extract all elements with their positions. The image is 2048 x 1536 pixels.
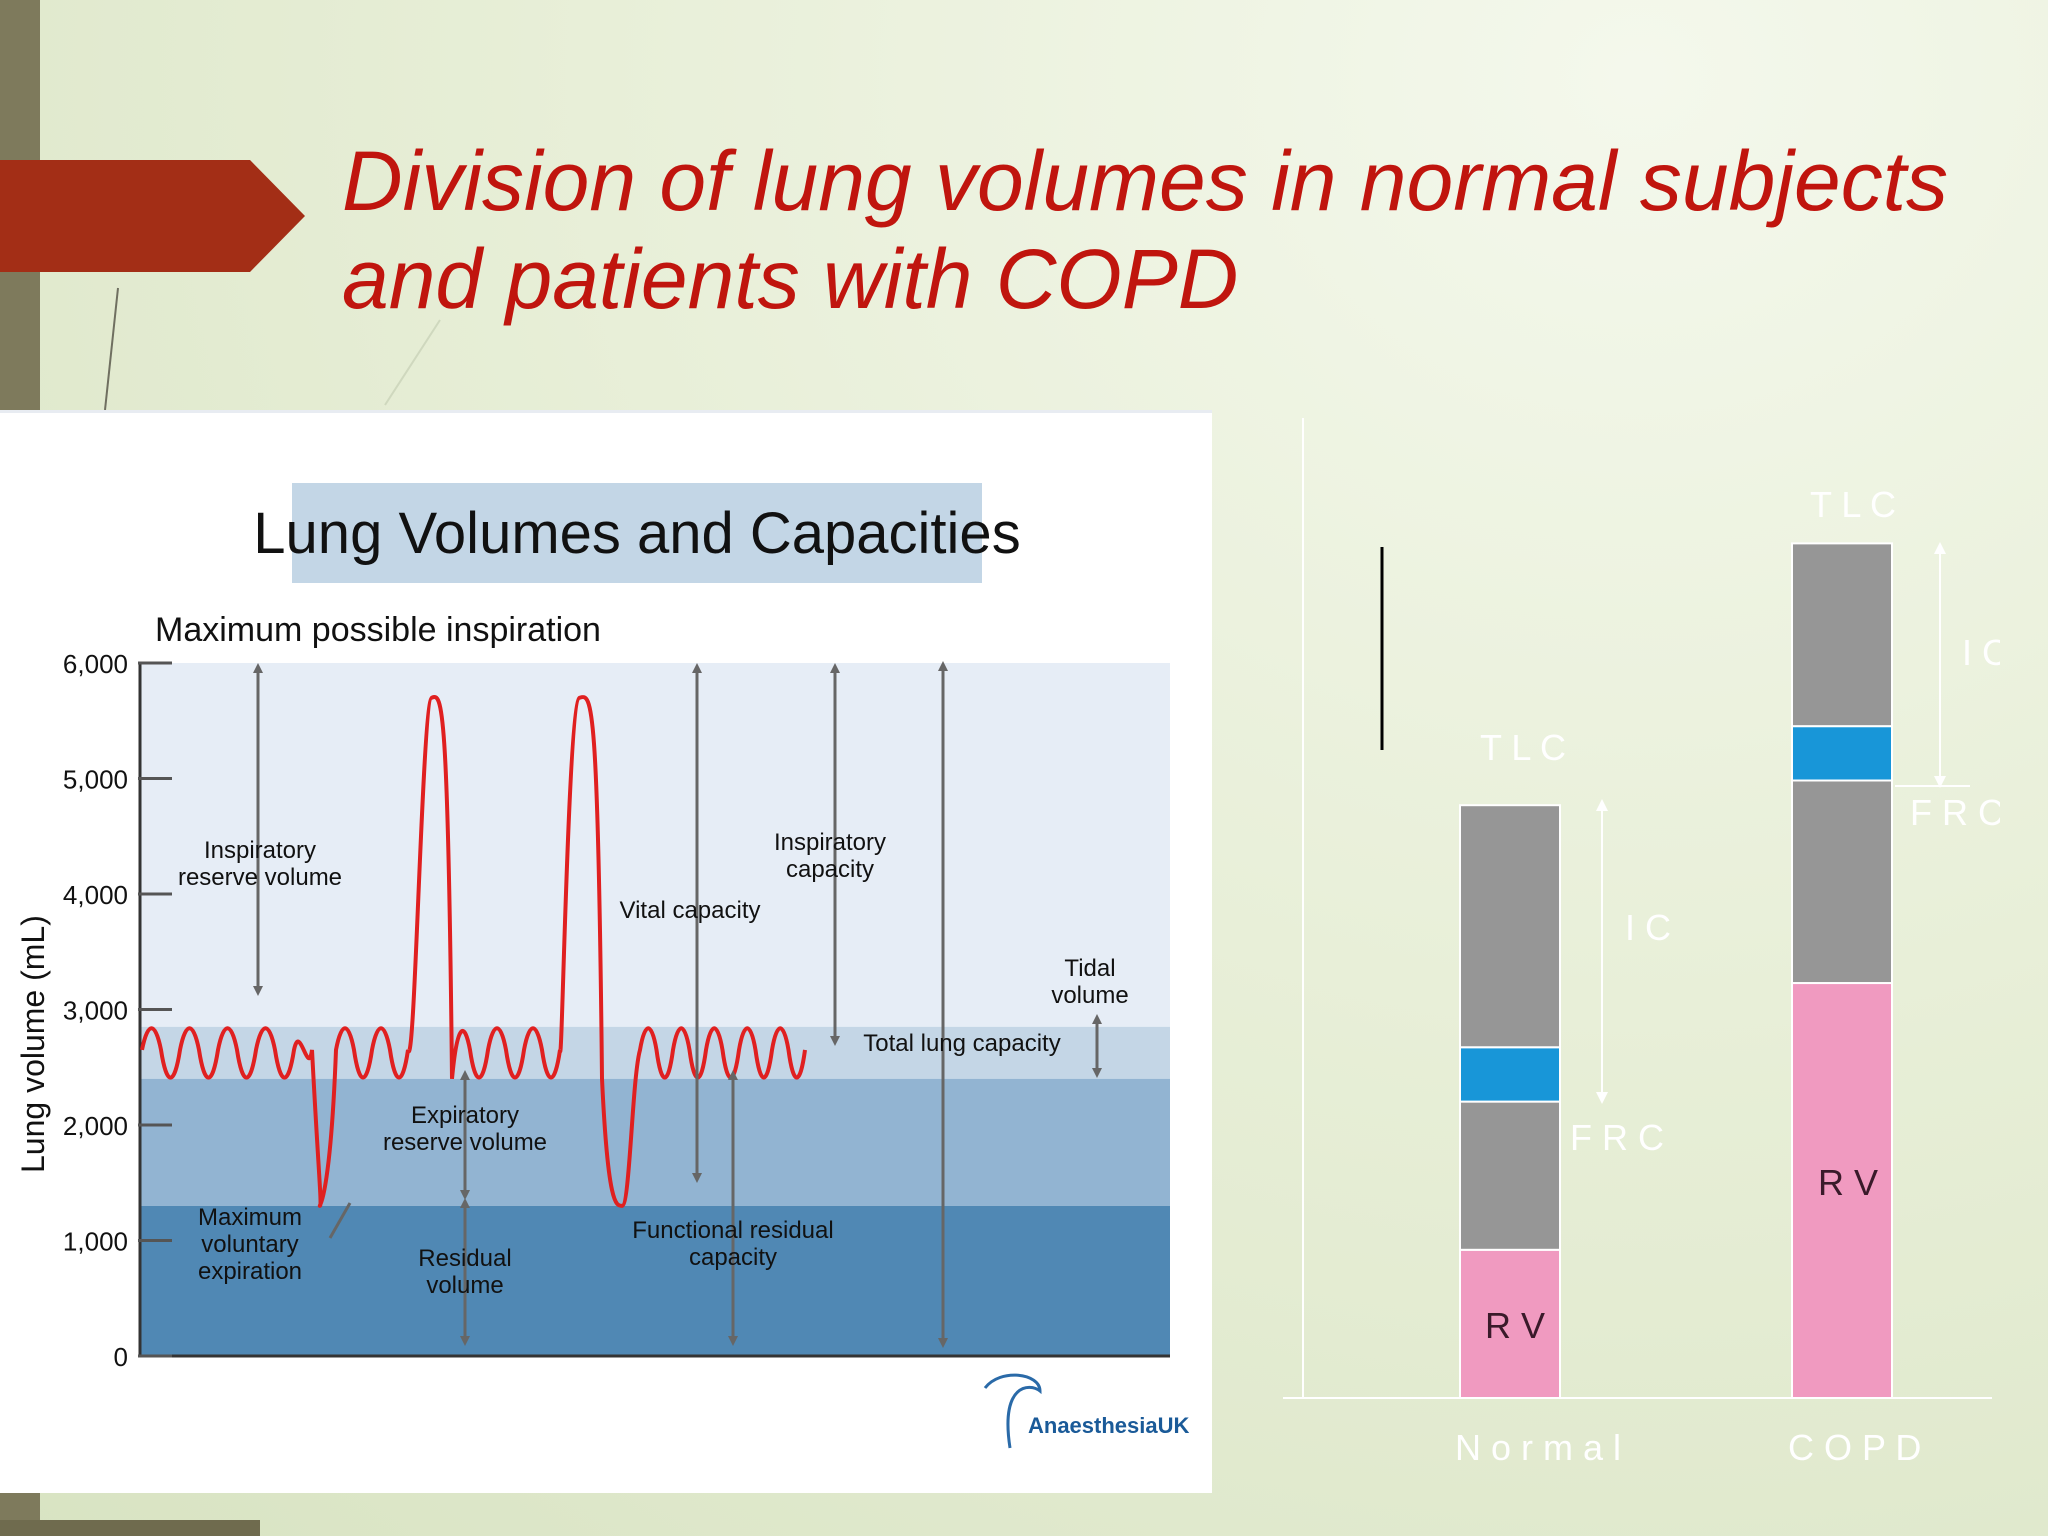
y-tick-label: 5,000: [63, 765, 128, 795]
y-tick-label: 1,000: [63, 1227, 128, 1257]
slide-title: Division of lung volumes in normal subje…: [342, 132, 2022, 328]
irv-label-line-1: Inspiratory: [204, 837, 316, 864]
tlc-label: Total lung capacity: [863, 1030, 1060, 1057]
y-tick-label: 0: [114, 1342, 128, 1372]
y-axis-label: Lung volume (mL): [15, 915, 51, 1173]
normal-rv-label: R V: [1485, 1305, 1545, 1346]
decorative-lines: [104, 287, 441, 411]
normal-category-label: N o r m a l: [1455, 1427, 1621, 1468]
erv-band: [140, 1078, 1170, 1206]
mve-label-line-3: expiration: [198, 1258, 302, 1285]
rv-label-line-1: Residual: [418, 1245, 511, 1272]
normal-tlc-label: T L C: [1480, 727, 1566, 768]
copd-irv-segment: [1791, 542, 1893, 728]
tidal-breathing-trace: [140, 695, 807, 1208]
erv-label-line-2: reserve volume: [383, 1129, 547, 1156]
tv-label-line-1: Tidal: [1064, 955, 1115, 982]
ic-label-line-1: Inspiratory: [774, 829, 886, 856]
copd-tlc-label: T L C: [1810, 484, 1896, 525]
lung-volumes-figure: Lung Volumes and Capacities Maximum poss…: [0, 410, 1212, 1493]
slide-title-line-1: Division of lung volumes in normal subje…: [342, 134, 1949, 228]
irv-label-line-2: reserve volume: [178, 864, 342, 891]
mve-pointer-line: [328, 1202, 352, 1239]
tv-label-line-2: volume: [1051, 982, 1128, 1009]
copd-category-label: C O P D: [1788, 1427, 1921, 1468]
normal-tidal-segment: [1459, 1046, 1561, 1103]
normal-ic-label: I C: [1625, 907, 1671, 948]
mve-label-line-2: voluntary: [201, 1231, 298, 1258]
anaesthesia-uk-logo: AnaesthesiaUK: [983, 1373, 1190, 1449]
chart-title: Lung Volumes and Capacities: [253, 501, 1020, 566]
irv-band: [140, 663, 1170, 1027]
lung-volumes-chart: Lung Volumes and Capacities Maximum poss…: [15, 483, 1190, 1449]
bottom-accent-bar: [0, 1520, 260, 1536]
y-tick-label: 4,000: [63, 880, 128, 910]
copd-rv-segment: [1791, 982, 1893, 1399]
normal-frc-label: F R C: [1570, 1117, 1664, 1158]
vc-label: Vital capacity: [620, 897, 761, 924]
copd-frc-label: F R C: [1910, 792, 2000, 833]
slide-title-line-2: and patients with COPD: [342, 232, 1239, 326]
copd-stacked-bar-chart: T L C T L C I C I C F R C F R C N o r m …: [1283, 418, 2008, 1468]
normal-irv-segment: [1459, 804, 1561, 1049]
erv-label-line-1: Expiratory: [411, 1102, 519, 1129]
title-arrow-shape: [0, 160, 305, 272]
rv-label-line-2: volume: [426, 1272, 503, 1299]
ic-label-line-2: capacity: [786, 856, 874, 883]
logo-text: AnaesthesiaUK: [1028, 1413, 1190, 1438]
normal-rv-segment: [1459, 1248, 1561, 1399]
copd-tidal-segment: [1791, 725, 1893, 782]
copd-erv-segment: [1791, 779, 1893, 985]
frc-label-line-2: capacity: [689, 1244, 777, 1271]
residual-volume-band: [140, 1205, 1170, 1356]
copd-rv-label: R V: [1818, 1162, 1878, 1203]
chart-title-box: [292, 483, 982, 583]
y-tick-label: 6,000: [63, 649, 128, 679]
normal-erv-segment: [1459, 1100, 1561, 1251]
frc-label-line-1: Functional residual: [632, 1217, 833, 1244]
y-tick-label: 3,000: [63, 996, 128, 1026]
copd-ic-label: I C: [1962, 632, 2000, 673]
maximum-inspiration-label: Maximum possible inspiration: [155, 611, 601, 649]
mve-label-line-1: Maximum: [198, 1204, 302, 1231]
y-tick-label: 2,000: [63, 1111, 128, 1141]
copd-comparison-panel: T L C T L C I C I C F R C F R C N o r m …: [1280, 410, 2008, 1495]
